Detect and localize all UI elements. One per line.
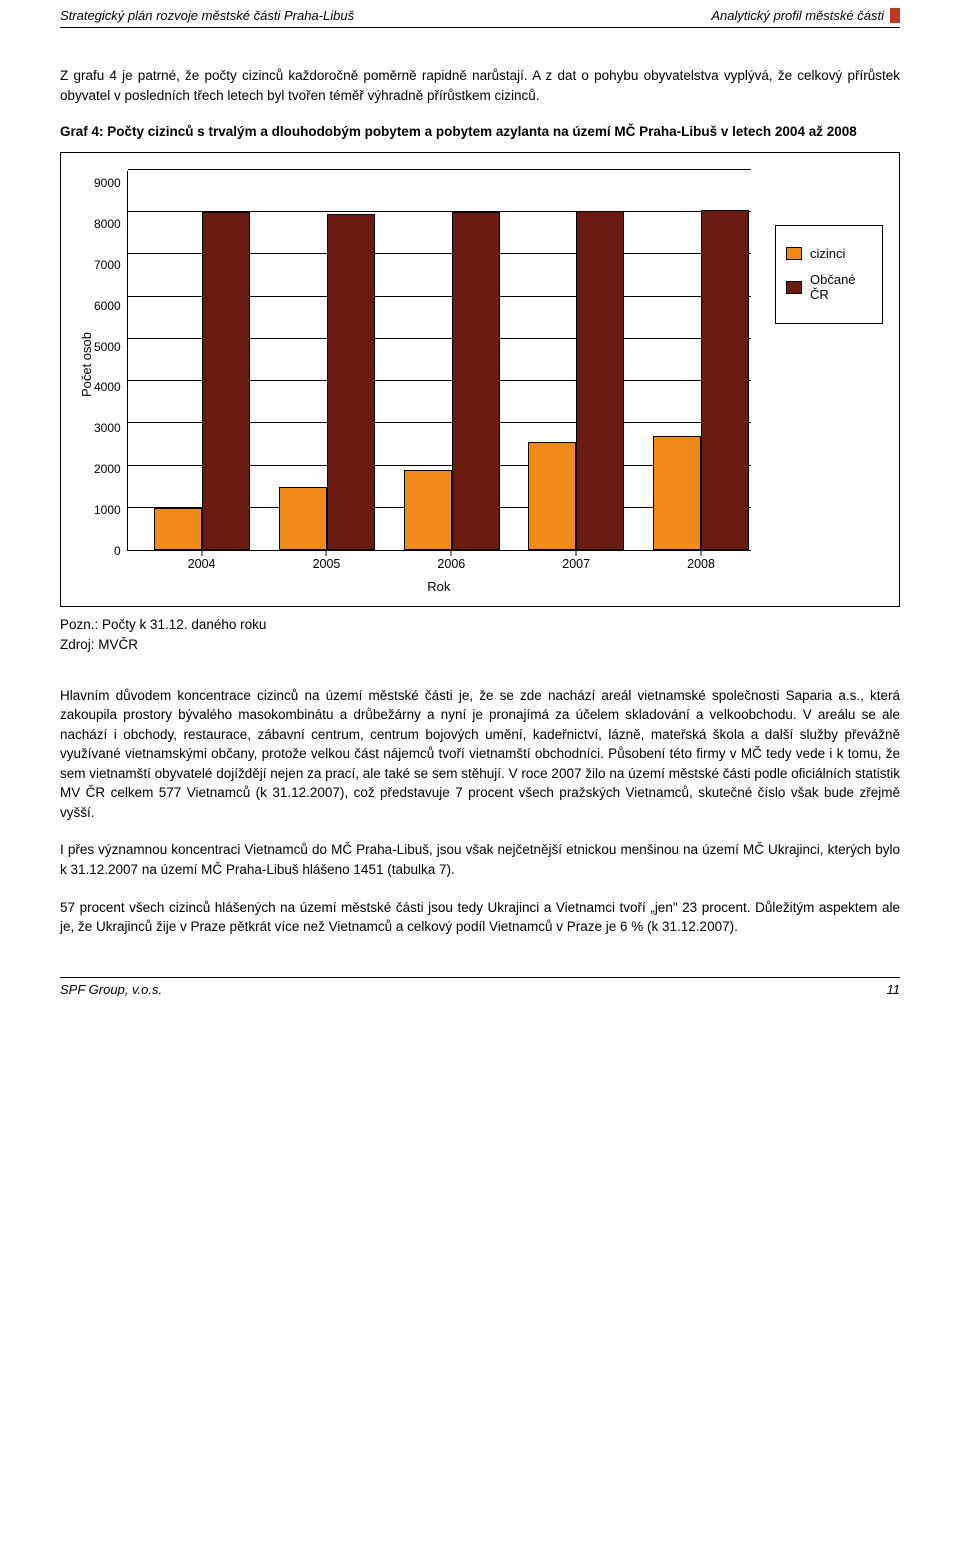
x-tick-label: 2008 <box>687 557 715 571</box>
bar-obcane <box>452 212 500 550</box>
legend-label: Občané ČR <box>810 272 872 303</box>
header-accent-bar <box>890 8 900 23</box>
x-tick-label: 2005 <box>313 557 341 571</box>
bar-group <box>404 212 500 550</box>
page-footer: SPF Group, v.o.s. 11 <box>60 977 900 997</box>
bar-group <box>154 212 250 550</box>
x-tick-label: 2006 <box>437 557 465 571</box>
plot-and-x: 2004 2005 2006 2007 2008 Rok <box>127 171 751 594</box>
x-tickmark <box>576 551 577 556</box>
page-header: Strategický plán rozvoje městské části P… <box>60 0 900 28</box>
bar-obcane <box>327 214 375 550</box>
y-tick-label: 1000 <box>94 504 121 516</box>
y-tick-label: 4000 <box>94 381 121 393</box>
chart-note-1: Pozn.: Počty k 31.12. daného roku <box>60 615 900 635</box>
chart-legend: cizinci Občané ČR <box>775 225 883 324</box>
y-tick-label: 6000 <box>94 300 121 312</box>
y-tick-label: 9000 <box>94 177 121 189</box>
x-axis-label: Rok <box>127 579 751 594</box>
bar-group <box>653 210 749 550</box>
y-tick-label: 5000 <box>94 341 121 353</box>
chart-title: Graf 4: Počty cizinců s trvalým a dlouho… <box>60 123 900 142</box>
footer-right: 11 <box>887 982 901 997</box>
x-tickmark <box>451 551 452 556</box>
bar-obcane <box>202 212 250 550</box>
gridline <box>128 169 751 170</box>
legend-item: Občané ČR <box>786 272 872 303</box>
paragraph-2: Hlavním důvodem koncentrace cizinců na ú… <box>60 686 900 823</box>
bar-cizinci <box>653 436 701 550</box>
y-tick-label: 7000 <box>94 259 121 271</box>
y-tick-label: 8000 <box>94 218 121 230</box>
y-axis-ticks: 9000800070006000500040003000200010000 <box>94 171 127 551</box>
legend-swatch <box>786 281 802 294</box>
legend-swatch <box>786 247 802 260</box>
intro-paragraph: Z grafu 4 je patrné, že počty cizinců ka… <box>60 66 900 105</box>
plot-area <box>127 171 751 551</box>
x-axis-ticks: 2004 2005 2006 2007 2008 <box>127 551 751 577</box>
header-right-wrap: Analytický profil městské části <box>711 8 900 23</box>
bar-obcane <box>576 211 624 550</box>
footer-left: SPF Group, v.o.s. <box>60 982 162 997</box>
header-left: Strategický plán rozvoje městské části P… <box>60 8 354 23</box>
y-tick-label: 3000 <box>94 422 121 434</box>
bar-cizinci <box>154 508 202 550</box>
paragraph-3: I přes významnou koncentraci Vietnamců d… <box>60 840 900 879</box>
legend-label: cizinci <box>810 246 845 262</box>
bar-group <box>279 214 375 550</box>
legend-item: cizinci <box>786 246 872 262</box>
chart-note-2: Zdroj: MVČR <box>60 635 900 655</box>
chart-container: Počet osob 9000 8000 7000 6000 5000 4000 3000 2… <box>60 152 900 607</box>
x-tickmark <box>701 551 702 556</box>
bar-obcane <box>701 210 749 550</box>
x-tickmark <box>201 551 202 556</box>
bar-cizinci <box>528 442 576 550</box>
bar-group <box>528 211 624 550</box>
bar-cizinci <box>404 470 452 550</box>
paragraph-4: 57 procent všech cizinců hlášených na úz… <box>60 898 900 937</box>
y-tick-label: 2000 <box>94 463 121 475</box>
bar-cizinci <box>279 487 327 550</box>
x-tick-label: 2004 <box>188 557 216 571</box>
y-axis-label: Počet osob <box>77 332 94 397</box>
header-right: Analytický profil městské části <box>711 8 884 23</box>
y-tick-label: 0 <box>94 545 121 557</box>
x-tick-label: 2007 <box>562 557 590 571</box>
x-tickmark <box>326 551 327 556</box>
chart-inner: Počet osob 9000 8000 7000 6000 5000 4000 3000 2… <box>77 171 751 594</box>
